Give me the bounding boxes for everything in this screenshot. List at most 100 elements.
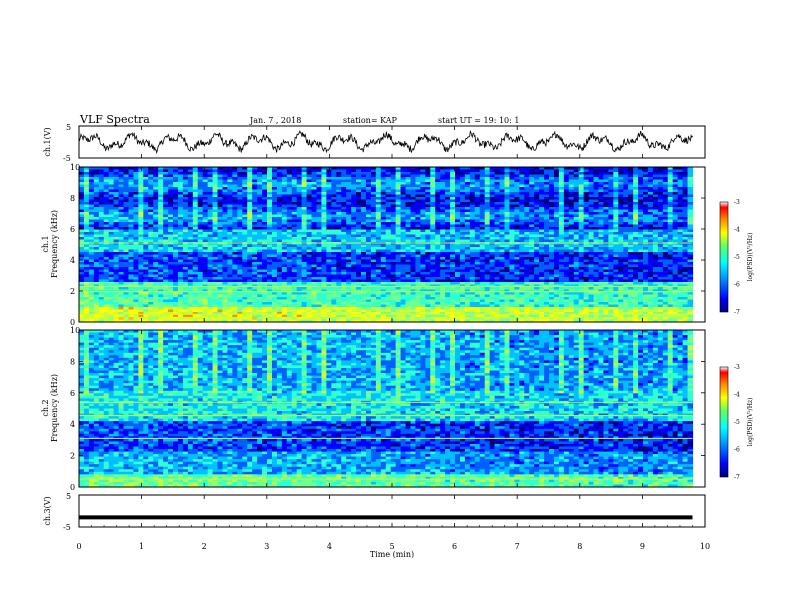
spectrogram-cell [405, 199, 412, 203]
spectrogram-cell [603, 184, 609, 188]
spectrogram-cell [118, 177, 125, 181]
spectrogram-cell [677, 217, 684, 221]
spectrogram-cell [128, 199, 135, 203]
spectrogram-cell [192, 224, 199, 228]
spectrogram-cell [633, 199, 639, 203]
spectrogram-cell [375, 192, 382, 196]
spectrogram-cell [108, 214, 115, 218]
spectrogram-cell [118, 167, 125, 171]
spectrogram-cell [553, 207, 560, 211]
spectrogram-cell [677, 202, 684, 206]
spectrogram-cell [276, 204, 283, 208]
spectrogram-cell [370, 172, 377, 176]
spectrogram-cell [316, 192, 323, 196]
spectrogram-cell [425, 207, 431, 211]
spectrogram-cell [430, 187, 436, 191]
spectrogram-cell [479, 224, 486, 228]
spectrogram-cell [370, 174, 377, 178]
spectrogram-cell [608, 237, 614, 241]
spectrogram-cell [232, 174, 238, 178]
spectrogram-cell [598, 237, 605, 241]
spectrogram-cell [450, 202, 456, 206]
spectrogram-cell [549, 212, 555, 216]
spectrogram-cell [435, 169, 441, 173]
spectrogram-cell [608, 207, 614, 211]
spectrogram-cell [281, 197, 288, 201]
spectrogram-cell [271, 232, 278, 236]
spectrogram-cell [79, 222, 85, 226]
spectrogram-cell [257, 189, 263, 193]
spectrogram-cell [286, 212, 293, 216]
spectrogram-cell [326, 199, 332, 203]
spectrogram-cell [202, 199, 209, 203]
spectrogram-cell [118, 202, 125, 206]
spectrogram-cell [440, 179, 446, 183]
spectrogram-cell [271, 179, 278, 183]
spectrogram-cell [341, 204, 347, 208]
spectrogram-cell [267, 204, 273, 208]
spectrogram-cell [662, 232, 669, 236]
spectrogram-cell [450, 182, 456, 186]
spectrogram-cell [331, 199, 337, 203]
spectrogram-cell [103, 219, 110, 223]
spectrogram-cell [479, 194, 486, 198]
spectrogram-cell [573, 177, 580, 181]
spectrogram-cell [400, 179, 407, 183]
spectrogram-cell [450, 217, 456, 221]
spectrogram-cell [79, 207, 85, 211]
spectrogram-cell [247, 204, 253, 208]
spectrogram-cell [445, 182, 451, 186]
spectrogram-cell [158, 224, 164, 228]
spectrogram-cell [212, 169, 219, 173]
spectrogram-cell [395, 234, 402, 238]
spectrogram-cell [613, 194, 619, 198]
spectrogram-cell [123, 209, 130, 213]
spectrogram-cell [583, 172, 590, 176]
spectrogram-cell [88, 202, 95, 206]
spectrogram-cell [385, 169, 392, 173]
spectrogram-cell [301, 174, 308, 178]
spectrogram-cell [603, 237, 609, 241]
spectrogram-cell [351, 184, 357, 188]
spectrogram-cell [588, 227, 595, 231]
spectrogram-cell [83, 214, 90, 218]
spectrogram-cell [385, 182, 392, 186]
spectrogram-cell [450, 207, 456, 211]
spectrogram-cell [395, 227, 402, 231]
spectrogram-cell [633, 182, 639, 186]
spectrogram-cell [271, 224, 278, 228]
spectrogram-cell [405, 227, 412, 231]
spectrogram-cell [549, 189, 555, 193]
spectrogram-cell [687, 209, 694, 213]
spectrogram-cell [108, 234, 115, 238]
spectrogram-cell [573, 214, 580, 218]
spectrogram-cell [316, 172, 323, 176]
spectrogram-cell [128, 179, 135, 183]
spectrogram-cell [563, 232, 570, 236]
spectrogram-cell [568, 179, 575, 183]
spectrogram-cell [687, 177, 694, 181]
spectrogram-cell [553, 199, 560, 203]
spectrogram-cell [93, 174, 100, 178]
spectrogram-cell [331, 202, 337, 206]
spectrogram-cell [83, 174, 90, 178]
spectrogram-cell [613, 234, 619, 238]
spectrogram-cell [316, 232, 323, 236]
spectrogram-cell [173, 194, 179, 198]
spectrogram-cell [613, 197, 619, 201]
spectrogram-cell [370, 182, 377, 186]
spectrogram-cell [593, 167, 600, 171]
spectrogram-cell [623, 199, 629, 203]
spectrogram-cell [519, 167, 525, 171]
spectrogram-cell [346, 182, 352, 186]
spectrogram-cell [173, 224, 179, 228]
spectrogram-cell [573, 219, 580, 223]
spectrogram-cell [578, 219, 585, 223]
spectrogram-cell [380, 177, 387, 181]
spectrogram-cell [672, 192, 679, 196]
spectrogram-cell [633, 234, 639, 238]
spectrogram-cell [311, 202, 318, 206]
spectrogram-cell [187, 192, 194, 196]
spectrogram-cell [593, 229, 600, 233]
spectrogram-cell [207, 184, 214, 188]
